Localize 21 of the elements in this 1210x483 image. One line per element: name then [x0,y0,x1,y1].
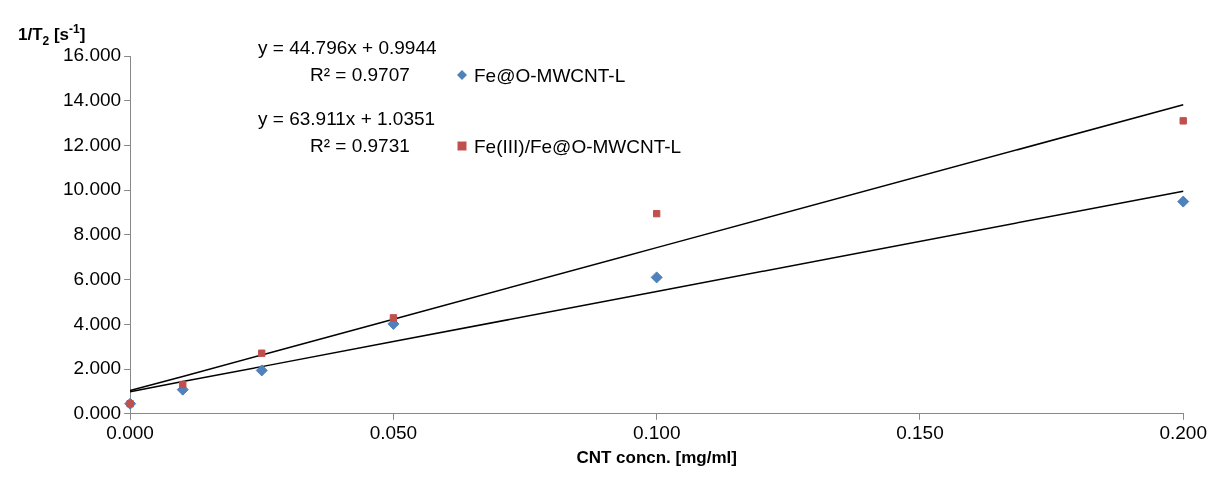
annotation: y = 63.911x + 1.0351 [258,108,436,129]
y-tick-label: 16.000 [62,44,122,66]
x-tick-label: 0.100 [632,422,681,444]
x-tick-label: 0.200 [1159,422,1207,444]
y-tick-label: 4.000 [73,312,122,334]
x-tick-label: 0.150 [896,422,944,444]
y-tick-label: 6.000 [73,267,122,289]
annotation: R² = 0.9731 [310,135,410,156]
x-tick-label: 0.050 [369,422,418,444]
y-tick-label: 10.000 [62,178,122,200]
legend-label: Fe@O-MWCNT-L [474,65,626,86]
y-tick-label: 8.000 [73,223,122,245]
y-tick-label: 0.000 [73,402,122,424]
legend-label: Fe(III)/Fe@O-MWCNT-L [474,136,682,157]
annotation: y = 44.796x + 0.9944 [258,37,437,58]
annotation: R² = 0.9707 [310,64,410,85]
y-tick-label: 2.000 [73,357,122,379]
x-axis-title: CNT concn. [mg/ml] [576,448,737,468]
x-tick-label: 0.000 [106,422,154,444]
y-tick-label: 14.000 [62,88,122,110]
y-tick-label: 12.000 [62,133,122,155]
